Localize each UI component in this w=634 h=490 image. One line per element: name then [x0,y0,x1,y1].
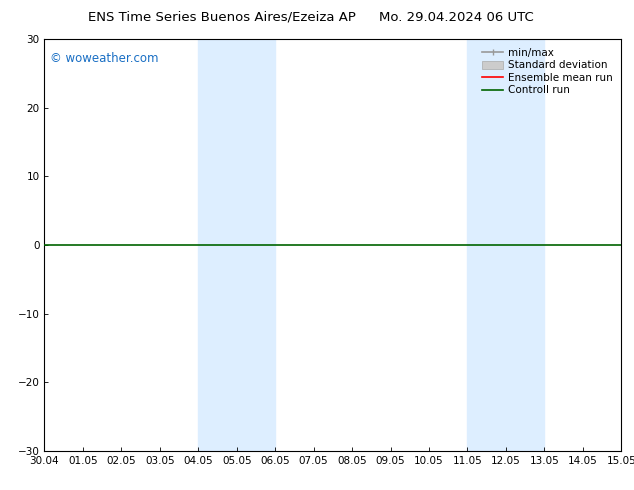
Text: ENS Time Series Buenos Aires/Ezeiza AP: ENS Time Series Buenos Aires/Ezeiza AP [88,11,356,24]
Text: © woweather.com: © woweather.com [50,51,158,65]
Bar [198,39,275,451]
Legend: min/max, Standard deviation, Ensemble mean run, Controll run: min/max, Standard deviation, Ensemble me… [478,44,617,99]
Bar [467,39,545,451]
Text: Mo. 29.04.2024 06 UTC: Mo. 29.04.2024 06 UTC [379,11,534,24]
